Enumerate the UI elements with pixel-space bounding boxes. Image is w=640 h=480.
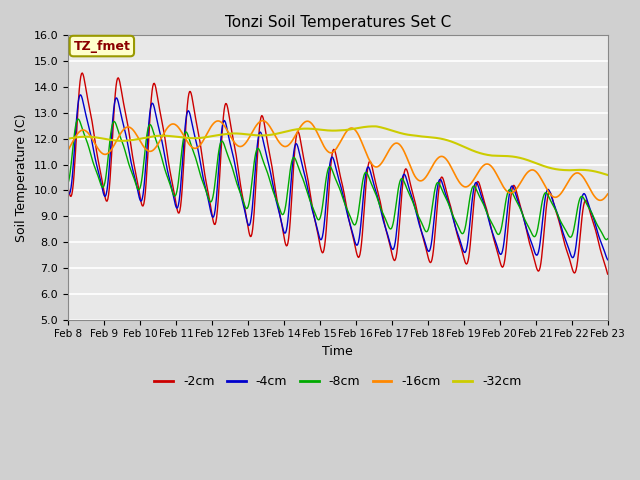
Text: TZ_fmet: TZ_fmet	[74, 39, 131, 52]
-32cm	[212, 132, 220, 138]
-8cm	[130, 176, 138, 181]
-16cm	[604, 191, 611, 197]
-4cm	[404, 181, 412, 187]
-4cm	[214, 183, 221, 189]
-16cm	[184, 140, 192, 146]
-16cm	[404, 157, 412, 163]
Y-axis label: Soil Temperature (C): Soil Temperature (C)	[15, 113, 28, 242]
-32cm	[404, 132, 412, 138]
-8cm	[604, 236, 611, 241]
-2cm	[130, 162, 138, 168]
-2cm	[79, 70, 86, 76]
Line: -8cm: -8cm	[68, 119, 607, 240]
-4cm	[604, 257, 611, 263]
-2cm	[214, 207, 221, 213]
-16cm	[74, 131, 82, 136]
Legend: -2cm, -4cm, -8cm, -16cm, -32cm: -2cm, -4cm, -8cm, -16cm, -32cm	[149, 370, 526, 393]
-8cm	[404, 188, 412, 194]
-8cm	[185, 135, 193, 141]
Line: -4cm: -4cm	[68, 95, 607, 260]
-16cm	[259, 118, 266, 123]
-4cm	[130, 172, 138, 178]
-16cm	[596, 197, 604, 203]
-32cm	[129, 137, 137, 143]
-2cm	[64, 184, 72, 190]
-16cm	[420, 177, 428, 182]
-16cm	[212, 118, 220, 124]
X-axis label: Time: Time	[323, 345, 353, 358]
-4cm	[74, 103, 82, 109]
-32cm	[64, 136, 72, 142]
-4cm	[77, 92, 84, 98]
Line: -2cm: -2cm	[68, 73, 607, 274]
-32cm	[420, 134, 428, 140]
-4cm	[420, 235, 428, 241]
-2cm	[74, 108, 82, 114]
-2cm	[604, 271, 611, 277]
Title: Tonzi Soil Temperatures Set C: Tonzi Soil Temperatures Set C	[225, 15, 451, 30]
-32cm	[184, 135, 192, 141]
Line: -16cm: -16cm	[68, 120, 607, 200]
-2cm	[404, 171, 412, 177]
-16cm	[129, 127, 137, 133]
-8cm	[74, 116, 82, 122]
-8cm	[420, 225, 428, 231]
-2cm	[420, 237, 428, 243]
-4cm	[64, 190, 72, 195]
-2cm	[185, 91, 193, 96]
-32cm	[74, 134, 82, 140]
-8cm	[64, 180, 72, 186]
Line: -32cm: -32cm	[68, 126, 607, 175]
-32cm	[604, 172, 611, 178]
-16cm	[64, 147, 72, 153]
-32cm	[370, 123, 378, 129]
-8cm	[75, 116, 83, 122]
-8cm	[602, 237, 610, 242]
-4cm	[185, 108, 193, 114]
-8cm	[214, 159, 221, 165]
